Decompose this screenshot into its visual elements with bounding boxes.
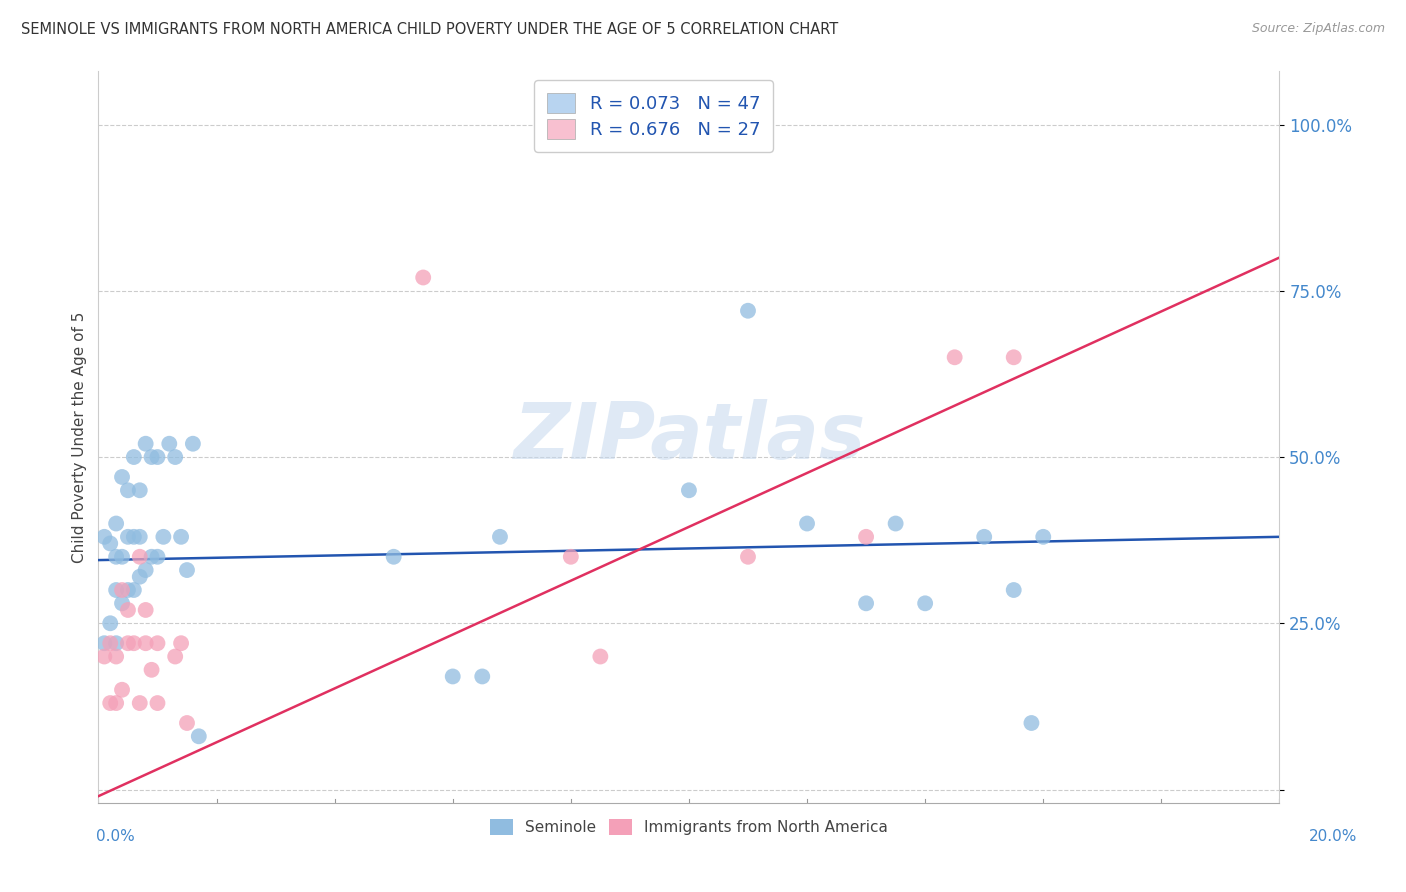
Point — [165, 450, 187, 464]
Point — [855, 530, 877, 544]
Text: ZIPatlas: ZIPatlas — [513, 399, 865, 475]
Point — [111, 549, 134, 564]
Point — [489, 530, 512, 544]
Point — [128, 530, 150, 544]
Y-axis label: Child Poverty Under the Age of 5: Child Poverty Under the Age of 5 — [72, 311, 87, 563]
Point — [157, 436, 180, 450]
Point — [98, 536, 121, 550]
Point — [111, 596, 134, 610]
Point — [1021, 716, 1043, 731]
Point — [141, 549, 163, 564]
Point — [117, 636, 139, 650]
Point — [117, 582, 139, 597]
Point — [796, 516, 818, 531]
Point — [146, 549, 169, 564]
Text: 0.0%: 0.0% — [96, 830, 135, 844]
Point — [187, 729, 209, 743]
Point — [117, 483, 139, 498]
Point — [973, 530, 995, 544]
Text: Source: ZipAtlas.com: Source: ZipAtlas.com — [1251, 22, 1385, 36]
Point — [737, 549, 759, 564]
Point — [1032, 530, 1054, 544]
Point — [170, 636, 193, 650]
Point — [135, 436, 157, 450]
Point — [105, 582, 128, 597]
Point — [111, 682, 134, 697]
Point — [855, 596, 877, 610]
Point — [122, 636, 145, 650]
Text: SEMINOLE VS IMMIGRANTS FROM NORTH AMERICA CHILD POVERTY UNDER THE AGE OF 5 CORRE: SEMINOLE VS IMMIGRANTS FROM NORTH AMERIC… — [21, 22, 838, 37]
Point — [170, 530, 193, 544]
Point — [122, 582, 145, 597]
Point — [1002, 351, 1025, 365]
Point — [98, 636, 121, 650]
Point — [93, 636, 115, 650]
Point — [441, 669, 464, 683]
Text: 20.0%: 20.0% — [1309, 830, 1357, 844]
Point — [146, 636, 169, 650]
Point — [122, 450, 145, 464]
Point — [1002, 582, 1025, 597]
Point — [181, 436, 204, 450]
Point — [128, 696, 150, 710]
Point — [105, 696, 128, 710]
Point — [135, 563, 157, 577]
Point — [117, 530, 139, 544]
Point — [146, 696, 169, 710]
Point — [943, 351, 966, 365]
Point — [141, 450, 163, 464]
Point — [560, 549, 582, 564]
Point — [93, 530, 115, 544]
Point — [135, 603, 157, 617]
Point — [105, 636, 128, 650]
Point — [122, 530, 145, 544]
Point — [141, 663, 163, 677]
Point — [176, 563, 198, 577]
Point — [117, 603, 139, 617]
Point — [111, 470, 134, 484]
Point — [165, 649, 187, 664]
Point — [128, 549, 150, 564]
Point — [111, 582, 134, 597]
Point — [105, 649, 128, 664]
Point — [152, 530, 174, 544]
Point — [382, 549, 405, 564]
Point — [146, 450, 169, 464]
Point — [128, 570, 150, 584]
Point — [98, 696, 121, 710]
Point — [105, 516, 128, 531]
Point — [105, 549, 128, 564]
Point — [678, 483, 700, 498]
Point — [589, 649, 612, 664]
Point — [914, 596, 936, 610]
Legend: Seminole, Immigrants from North America: Seminole, Immigrants from North America — [482, 812, 896, 843]
Point — [412, 270, 434, 285]
Point — [471, 669, 494, 683]
Point — [884, 516, 907, 531]
Point — [98, 616, 121, 631]
Point — [93, 649, 115, 664]
Point — [176, 716, 198, 731]
Point — [135, 636, 157, 650]
Point — [128, 483, 150, 498]
Point — [737, 303, 759, 318]
